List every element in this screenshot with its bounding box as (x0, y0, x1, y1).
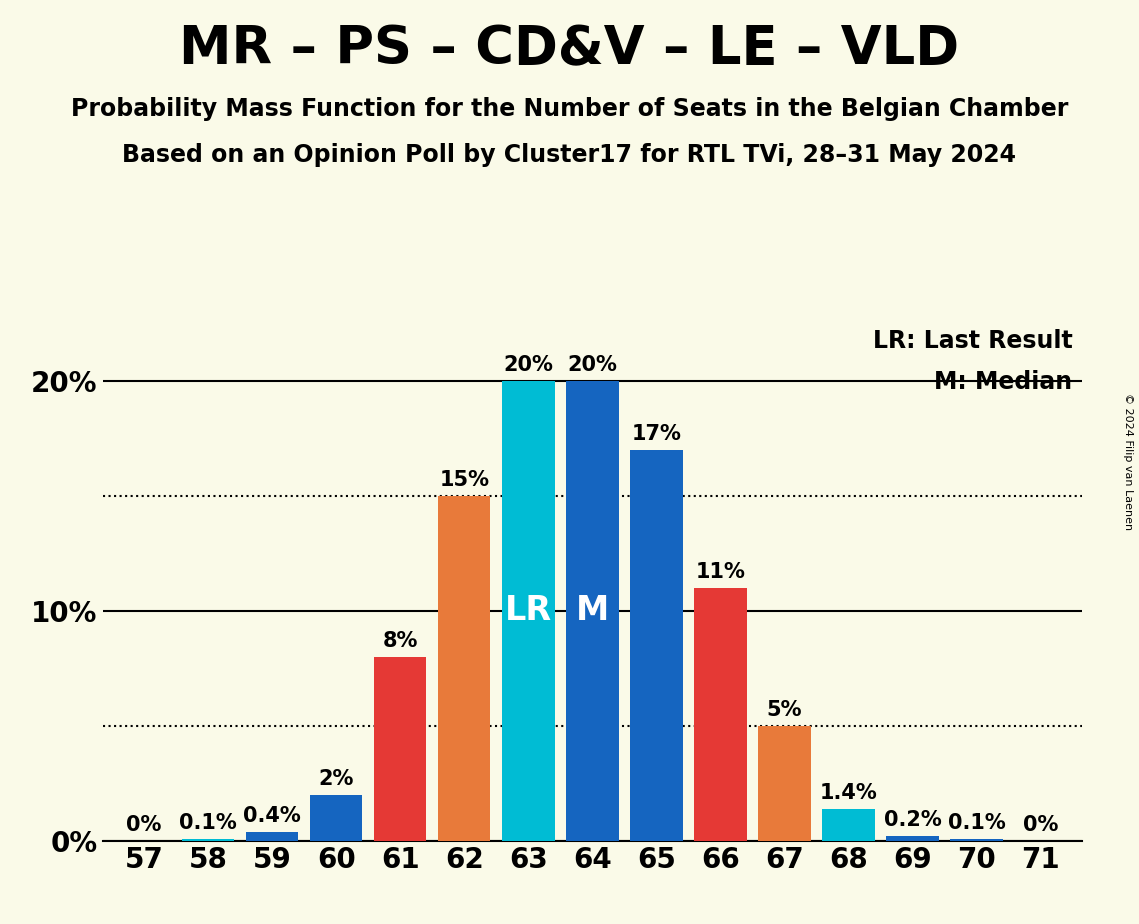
Bar (310, 795, 362, 841)
Text: 20%: 20% (503, 355, 554, 375)
Bar (374, 657, 426, 841)
Text: © 2024 Filip van Laenen: © 2024 Filip van Laenen (1123, 394, 1133, 530)
Text: 17%: 17% (631, 424, 681, 444)
Text: 2%: 2% (319, 769, 354, 789)
Bar (566, 381, 618, 841)
Text: 15%: 15% (440, 470, 490, 490)
Text: LR: LR (505, 594, 551, 627)
Bar (950, 839, 1002, 841)
Bar (822, 808, 875, 841)
Text: M: M (575, 594, 609, 627)
Bar (759, 726, 811, 841)
Text: Probability Mass Function for the Number of Seats in the Belgian Chamber: Probability Mass Function for the Number… (71, 97, 1068, 121)
Text: 0.2%: 0.2% (884, 810, 941, 831)
Bar (694, 588, 746, 841)
Bar (886, 836, 939, 841)
Bar (502, 381, 555, 841)
Bar (439, 496, 491, 841)
Text: M: Median: M: Median (934, 370, 1072, 394)
Text: 0%: 0% (126, 815, 162, 835)
Text: 1.4%: 1.4% (819, 783, 877, 803)
Text: 0.4%: 0.4% (244, 806, 301, 826)
Text: 0%: 0% (1023, 815, 1058, 835)
Text: 8%: 8% (383, 631, 418, 651)
Text: 0.1%: 0.1% (179, 813, 237, 833)
Bar (630, 450, 682, 841)
Text: LR: Last Result: LR: Last Result (872, 329, 1072, 353)
Text: 20%: 20% (567, 355, 617, 375)
Bar (182, 839, 235, 841)
Text: 5%: 5% (767, 700, 802, 720)
Text: Based on an Opinion Poll by Cluster17 for RTL TVi, 28–31 May 2024: Based on an Opinion Poll by Cluster17 fo… (123, 143, 1016, 167)
Text: 0.1%: 0.1% (948, 813, 1006, 833)
Bar (246, 832, 298, 841)
Text: MR – PS – CD&V – LE – VLD: MR – PS – CD&V – LE – VLD (180, 23, 959, 75)
Text: 11%: 11% (696, 562, 745, 582)
